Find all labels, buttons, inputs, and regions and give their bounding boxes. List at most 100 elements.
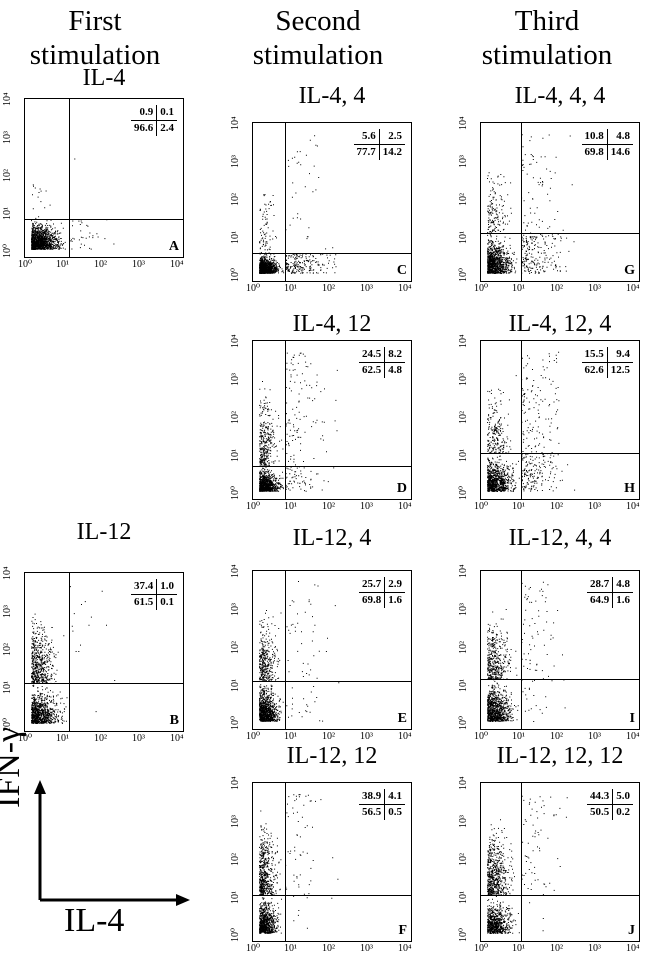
y-tick-label: 10² <box>458 853 469 866</box>
quadrant-upper-right: 2.5 <box>379 129 405 145</box>
y-tick-label: 10⁴ <box>458 116 469 131</box>
panel-letter: F <box>398 923 407 938</box>
y-tick-label: 10⁰ <box>458 485 469 500</box>
x-tick-label: 10⁰ <box>474 943 489 954</box>
quadrant-lower-right: 4.8 <box>388 364 402 376</box>
quadrant-divider-vertical <box>69 573 70 731</box>
flow-plot-j: 44.3 5.0 50.5 0.2 J <box>480 782 640 942</box>
quadrant-divider-vertical <box>285 123 286 281</box>
quadrant-divider-horizontal <box>25 219 183 220</box>
x-tick-label: 10¹ <box>284 283 297 294</box>
quadrant-divider-vertical <box>521 783 522 941</box>
quadrant-upper-left: 24.5 <box>359 347 386 363</box>
quadrant-divider-horizontal <box>481 233 639 234</box>
quadrant-lower-left: 69.8 <box>359 592 386 608</box>
quadrant-divider-horizontal <box>25 683 183 684</box>
x-tick-label: 10³ <box>360 943 373 954</box>
quadrant-stats: 10.8 4.8 69.8 14.6 <box>581 129 633 160</box>
quadrant-lower-right: 2.4 <box>160 122 174 134</box>
flow-plot-i: 28.7 4.8 64.9 1.6 I <box>480 570 640 730</box>
x-tick-label: 10⁰ <box>246 501 261 512</box>
y-tick-label: 10¹ <box>2 681 13 694</box>
y-tick-label: 10⁴ <box>2 92 13 107</box>
y-tick-label: 10⁰ <box>458 715 469 730</box>
y-tick-label: 10² <box>230 411 241 424</box>
x-tick-label: 10³ <box>360 731 373 742</box>
quadrant-divider-horizontal <box>253 895 411 896</box>
x-tick-label: 10¹ <box>284 501 297 512</box>
flow-plot-g: 10.8 4.8 69.8 14.6 G <box>480 122 640 282</box>
x-tick-label: 10³ <box>132 259 145 270</box>
y-tick-label: 10⁴ <box>230 564 241 579</box>
y-tick-label: 10² <box>2 169 13 182</box>
axis-legend-y-label: IFN-γ <box>0 726 27 808</box>
x-tick-label: 10² <box>550 731 563 742</box>
quadrant-lower-right: 1.6 <box>616 594 630 606</box>
header-first: First stimulation <box>20 4 170 72</box>
x-tick-label: 10⁰ <box>246 731 261 742</box>
flow-plot-h: 15.5 9.4 62.6 12.5 H <box>480 340 640 500</box>
quadrant-upper-right: 0.1 <box>156 105 177 121</box>
panel-title: IL-12, 12, 12 <box>496 743 624 769</box>
quadrant-lower-left: 62.5 <box>359 362 386 378</box>
y-tick-label: 10¹ <box>458 231 469 244</box>
scatter-points <box>487 351 576 492</box>
x-tick-label: 10⁴ <box>626 283 640 294</box>
header-first-line1: First <box>68 5 122 37</box>
flow-plot-e: 25.7 2.9 69.8 1.6 E <box>252 570 412 730</box>
x-tick-label: 10⁴ <box>398 283 412 294</box>
quadrant-stats: 28.7 4.8 64.9 1.6 <box>587 577 633 608</box>
x-tick-label: 10⁴ <box>398 501 412 512</box>
quadrant-stats: 5.6 2.5 77.7 14.2 <box>353 129 405 160</box>
flow-plot-a: 0.9 0.1 96.6 2.4 A <box>24 98 184 258</box>
x-tick-label: 10² <box>322 501 335 512</box>
scatter-points <box>259 135 337 274</box>
quadrant-lower-left: 56.5 <box>359 804 386 820</box>
quadrant-upper-left: 38.9 <box>359 789 386 805</box>
quadrant-upper-right: 8.2 <box>384 347 405 363</box>
panel-title: IL-12, 12 <box>286 743 378 769</box>
y-tick-label: 10⁴ <box>230 334 241 349</box>
header-third-line1: Third <box>514 5 580 37</box>
y-tick-label: 10⁴ <box>2 566 13 581</box>
flow-plot-c: 5.6 2.5 77.7 14.2 C <box>252 122 412 282</box>
quadrant-divider-horizontal <box>481 679 639 680</box>
quadrant-lower-left: 96.6 <box>131 120 158 136</box>
x-tick-label: 10³ <box>588 731 601 742</box>
scatter-points <box>487 581 566 722</box>
quadrant-divider-vertical <box>521 341 522 499</box>
y-tick-label: 10² <box>230 853 241 866</box>
y-tick-label: 10⁴ <box>458 776 469 791</box>
quadrant-upper-right: 4.8 <box>612 577 633 593</box>
x-tick-label: 10⁰ <box>474 731 489 742</box>
x-tick-label: 10⁰ <box>246 943 261 954</box>
y-tick-label: 10³ <box>230 373 241 386</box>
quadrant-upper-right: 5.0 <box>612 789 633 805</box>
x-tick-label: 10¹ <box>56 733 69 744</box>
y-tick-label: 10¹ <box>458 449 469 462</box>
y-tick-label: 10⁴ <box>230 116 241 131</box>
y-tick-label: 10³ <box>230 815 241 828</box>
x-tick-label: 10¹ <box>284 943 297 954</box>
quadrant-upper-left: 10.8 <box>581 129 608 145</box>
quadrant-lower-left: 61.5 <box>131 594 158 610</box>
x-tick-label: 10⁴ <box>626 943 640 954</box>
y-tick-label: 10² <box>458 641 469 654</box>
quadrant-upper-right: 1.0 <box>156 579 177 595</box>
x-tick-label: 10² <box>550 501 563 512</box>
quadrant-lower-left: 64.9 <box>587 592 614 608</box>
quadrant-lower-left: 62.6 <box>581 362 608 378</box>
y-tick-label: 10¹ <box>458 679 469 692</box>
x-tick-label: 10⁰ <box>474 283 489 294</box>
quadrant-lower-left: 69.8 <box>581 144 608 160</box>
quadrant-stats: 37.4 1.0 61.5 0.1 <box>131 579 177 610</box>
scatter-points <box>31 586 116 724</box>
x-tick-label: 10⁴ <box>626 731 640 742</box>
x-tick-label: 10³ <box>588 943 601 954</box>
x-tick-label: 10⁴ <box>398 943 412 954</box>
quadrant-upper-right: 4.1 <box>384 789 405 805</box>
x-tick-label: 10¹ <box>512 943 525 954</box>
x-tick-label: 10² <box>94 259 107 270</box>
panel-letter: A <box>168 239 179 254</box>
quadrant-upper-left: 44.3 <box>587 789 614 805</box>
